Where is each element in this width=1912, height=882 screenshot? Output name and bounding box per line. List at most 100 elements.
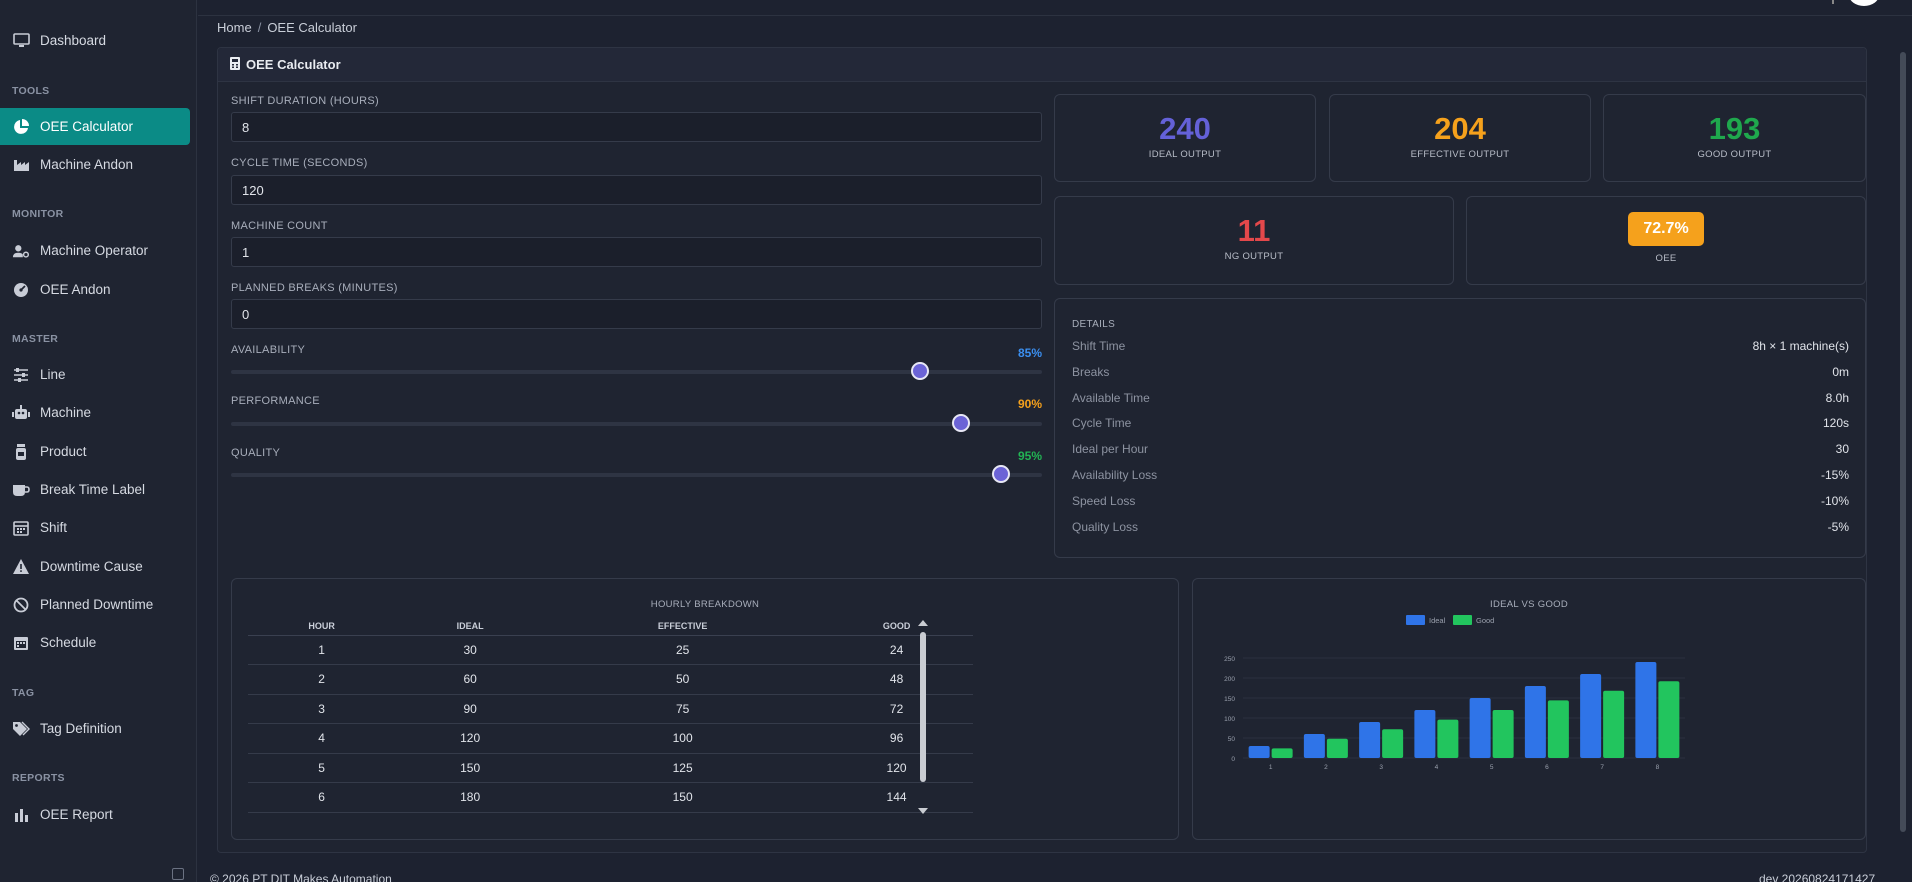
x-tick-label: 8	[1656, 764, 1660, 771]
table-scrollbar[interactable]	[917, 614, 929, 822]
availability-value: 85%	[1017, 346, 1042, 360]
sidebar-item-label: Line	[40, 367, 66, 382]
cycle-time-input[interactable]: 120	[231, 175, 1042, 205]
chart-bar	[1524, 686, 1546, 758]
performance-label: PERFORMANCE	[231, 395, 320, 407]
table-row: 5 150 125 120	[248, 753, 973, 783]
quality-slider-thumb[interactable]	[992, 465, 1011, 483]
shift-duration-input[interactable]: 8	[231, 112, 1042, 142]
availability-slider[interactable]	[231, 362, 1042, 380]
sidebar-item-downtime-cause[interactable]: Downtime Cause	[0, 548, 190, 585]
availability-slider-thumb[interactable]	[911, 362, 930, 380]
jar-icon	[12, 443, 30, 461]
sidebar-item-label: Machine Andon	[40, 157, 134, 172]
table-cell: 50	[545, 664, 821, 695]
sidebar-item-dashboard[interactable]: Dashboard	[0, 22, 190, 59]
column-header-ideal: IDEAL	[395, 617, 546, 636]
sidebar-item-oee-andon[interactable]: OEE Andon	[0, 271, 190, 308]
sidebar-collapse-button[interactable]	[172, 868, 184, 880]
machine-count-input[interactable]: 1	[231, 237, 1042, 267]
sidebar-item-machine[interactable]: Machine	[0, 394, 190, 431]
table-cell: 25	[545, 635, 821, 665]
page-scrollbar[interactable]	[1900, 52, 1906, 832]
chart-bar	[1414, 710, 1436, 758]
details-title: DETAILS	[1072, 319, 1116, 330]
stat-card-ng-output: 11 NG OUTPUT	[1054, 196, 1454, 285]
table-cell: 96	[820, 723, 973, 754]
ideal-output-label: IDEAL OUTPUT	[1148, 149, 1222, 160]
performance-value: 90%	[1017, 397, 1042, 411]
quality-slider[interactable]	[231, 465, 1042, 483]
shift-duration-label: SHIFT DURATION (HOURS)	[231, 95, 379, 107]
sidebar-item-line[interactable]: Line	[0, 356, 190, 393]
section-reports: REPORTS	[12, 772, 65, 784]
table-cell: 100	[545, 723, 821, 754]
sidebar-item-shift[interactable]: Shift	[0, 509, 190, 546]
table-cell: 72	[820, 694, 973, 724]
section-master: MASTER	[12, 333, 59, 345]
x-tick-label: 2	[1324, 764, 1328, 771]
topbar-divider	[1832, 0, 1834, 4]
details-value: -10%	[1820, 494, 1849, 508]
hourly-breakdown-table: HOUR IDEAL EFFECTIVE GOOD 1 30 25 24 2 60 50 4…	[248, 617, 973, 813]
sidebar-item-planned-downtime[interactable]: Planned Downtime	[0, 586, 190, 623]
effective-output-value: 204	[1434, 111, 1486, 146]
sidebar-item-tag-definition[interactable]: Tag Definition	[0, 710, 190, 747]
ideal-output-value: 240	[1159, 111, 1211, 146]
details-row: Availability Loss -15%	[1072, 468, 1849, 488]
sidebar-item-oee-calculator[interactable]: OEE Calculator	[0, 108, 190, 145]
legend-swatch	[1406, 615, 1425, 625]
cycle-time-label: CYCLE TIME (SECONDS)	[231, 157, 368, 169]
footer-copyright: © 2026 PT DIT Makes Automation	[210, 872, 392, 882]
oee-badge: 72.7%	[1628, 212, 1704, 246]
chart-title: IDEAL VS GOOD	[1490, 599, 1568, 610]
column-header-hour: HOUR	[248, 617, 396, 636]
sidebar-item-machine-andon[interactable]: Machine Andon	[0, 146, 190, 183]
bar-chart-icon	[12, 806, 30, 824]
sidebar-item-machine-operator[interactable]: Machine Operator	[0, 232, 190, 269]
details-value: 30	[1835, 442, 1849, 456]
planned-breaks-input[interactable]: 0	[231, 299, 1042, 329]
sliders-icon	[12, 366, 30, 384]
chart-bar	[1248, 746, 1270, 758]
details-key: Ideal per Hour	[1072, 442, 1149, 456]
sidebar-item-break-time-label[interactable]: Break Time Label	[0, 471, 190, 508]
scroll-down-arrow-icon[interactable]	[918, 808, 928, 814]
sidebar-item-oee-report[interactable]: OEE Report	[0, 796, 190, 833]
breadcrumb: Home / OEE Calculator	[217, 20, 357, 35]
breadcrumb-home[interactable]: Home	[217, 20, 252, 35]
scroll-up-arrow-icon[interactable]	[918, 620, 928, 626]
avatar[interactable]	[1849, 0, 1879, 6]
chart-bar	[1492, 710, 1514, 758]
x-tick-label: 6	[1545, 764, 1549, 771]
ideal-vs-good-chart: 0 50 100 150 200 250 Ideal Good 1 2 3 4 5 6 7 8	[1224, 615, 1685, 771]
chart-bar	[1547, 700, 1569, 758]
column-header-good: GOOD	[820, 617, 973, 636]
table-cell: 75	[545, 694, 821, 724]
y-tick-label: 50	[1228, 736, 1236, 743]
y-tick-label: 200	[1224, 676, 1235, 683]
table-cell: 24	[820, 635, 973, 665]
table-cell: 120	[395, 723, 546, 754]
table-cell: 90	[395, 694, 546, 724]
chart-bar	[1658, 681, 1680, 758]
stat-card-good-output: 193 GOOD OUTPUT	[1603, 94, 1866, 182]
card-title: OEE Calculator	[246, 57, 341, 72]
performance-slider[interactable]	[231, 414, 1042, 432]
scrollbar-thumb[interactable]	[920, 632, 926, 782]
x-tick-label: 7	[1600, 764, 1604, 771]
oee-label: OEE	[1655, 253, 1677, 264]
table-cell: 6	[248, 782, 396, 813]
ng-output-label: NG OUTPUT	[1224, 251, 1284, 262]
performance-slider-thumb[interactable]	[951, 414, 970, 432]
sidebar-item-product[interactable]: Product	[0, 433, 190, 470]
details-row: Speed Loss -10%	[1072, 494, 1849, 514]
table-cell: 2	[248, 664, 396, 695]
chart-bar	[1469, 698, 1491, 758]
sidebar-item-schedule[interactable]: Schedule	[0, 624, 190, 661]
machine-count-label: MACHINE COUNT	[231, 220, 328, 232]
monitor-icon	[12, 32, 30, 50]
details-value: 0m	[1832, 365, 1849, 379]
chart-bar	[1580, 674, 1602, 758]
details-key: Availability Loss	[1072, 468, 1158, 482]
